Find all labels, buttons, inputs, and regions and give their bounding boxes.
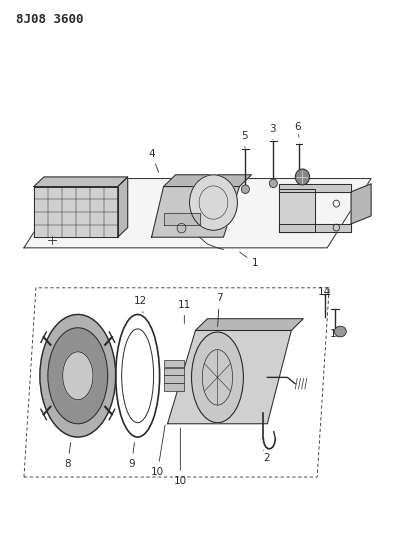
Text: 5: 5 <box>241 131 247 148</box>
FancyBboxPatch shape <box>164 383 184 391</box>
Text: 10: 10 <box>174 428 187 486</box>
Ellipse shape <box>334 326 346 337</box>
Text: 13: 13 <box>330 329 343 339</box>
Text: 6: 6 <box>295 122 301 137</box>
FancyBboxPatch shape <box>164 360 184 367</box>
Polygon shape <box>279 224 351 232</box>
Ellipse shape <box>63 352 93 400</box>
Ellipse shape <box>48 328 108 424</box>
Text: 4: 4 <box>148 149 159 172</box>
Polygon shape <box>118 177 128 237</box>
Text: 9: 9 <box>128 442 135 469</box>
Text: 10: 10 <box>151 425 165 477</box>
Text: 8J08 3600: 8J08 3600 <box>16 13 83 26</box>
Text: 14: 14 <box>318 287 331 297</box>
Ellipse shape <box>295 169 310 185</box>
FancyBboxPatch shape <box>164 375 184 383</box>
Polygon shape <box>279 184 351 192</box>
Polygon shape <box>164 175 251 187</box>
Polygon shape <box>24 179 371 248</box>
Text: 11: 11 <box>178 300 191 324</box>
Text: 7: 7 <box>216 294 223 327</box>
Ellipse shape <box>269 179 277 188</box>
Ellipse shape <box>241 185 249 193</box>
Text: 8: 8 <box>65 442 71 469</box>
Text: 12: 12 <box>134 296 147 313</box>
Polygon shape <box>164 213 200 225</box>
Polygon shape <box>168 330 291 424</box>
Ellipse shape <box>40 314 116 437</box>
Text: 3: 3 <box>269 124 275 140</box>
Polygon shape <box>351 184 371 224</box>
Polygon shape <box>34 187 118 237</box>
Polygon shape <box>152 187 239 237</box>
Ellipse shape <box>192 332 243 423</box>
Polygon shape <box>196 319 303 330</box>
Polygon shape <box>34 177 128 187</box>
FancyBboxPatch shape <box>164 368 184 375</box>
Polygon shape <box>279 189 315 232</box>
Text: 2: 2 <box>263 450 270 463</box>
Text: 1: 1 <box>240 252 259 268</box>
Ellipse shape <box>177 223 186 233</box>
Ellipse shape <box>190 175 237 230</box>
